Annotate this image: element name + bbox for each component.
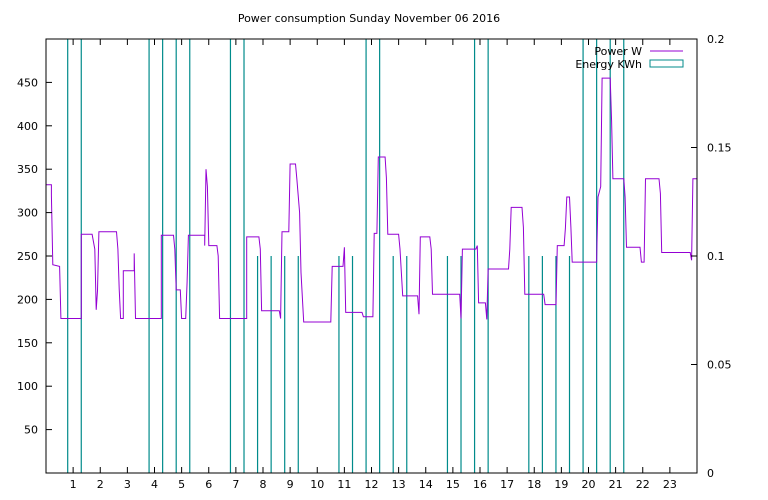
x-tick-label: 10	[310, 478, 324, 491]
x-tick-label: 2	[97, 478, 104, 491]
legend-label-energy: Energy KWh	[575, 58, 642, 71]
x-tick-label: 4	[151, 478, 158, 491]
y-tick-label: 50	[24, 424, 38, 437]
x-tick-label: 3	[124, 478, 131, 491]
x-tick-label: 18	[527, 478, 541, 491]
chart-title: Power consumption Sunday November 06 201…	[238, 12, 500, 25]
x-tick-label: 16	[473, 478, 487, 491]
x-tick-label: 1	[70, 478, 77, 491]
y2-tick-label: 0.2	[707, 33, 725, 46]
x-tick-label: 11	[337, 478, 351, 491]
x-tick-label: 23	[663, 478, 677, 491]
y-tick-label: 450	[17, 76, 38, 89]
y-tick-label: 350	[17, 163, 38, 176]
x-tick-label: 5	[178, 478, 185, 491]
plot-area	[46, 39, 697, 473]
x-tick-label: 20	[582, 478, 596, 491]
legend-swatch-energy	[649, 59, 684, 68]
y2-tick-label: 0.05	[707, 359, 732, 372]
x-tick-label: 19	[554, 478, 568, 491]
legend-label-power: Power W	[594, 45, 642, 58]
x-tick-label: 6	[205, 478, 212, 491]
y-tick-label: 200	[17, 293, 38, 306]
x-tick-label: 14	[419, 478, 433, 491]
x-tick-label: 22	[636, 478, 650, 491]
legend: Power W Energy KWh	[575, 45, 684, 71]
x-tick-label: 8	[260, 478, 267, 491]
plot-frame	[45, 38, 698, 474]
y2-tick-label: 0.1	[707, 250, 725, 263]
x-tick-label: 7	[232, 478, 239, 491]
x-tick-label: 21	[609, 478, 623, 491]
y2-tick-label: 0	[707, 467, 714, 480]
axes: 1 2 3 4 5 6 7 8 9 10 11 12 13 14 15 16 17 18 19 20 21 22 23501…	[17, 33, 732, 491]
x-tick-label: 9	[287, 478, 294, 491]
y-tick-label: 400	[17, 120, 38, 133]
y-tick-label: 300	[17, 207, 38, 220]
y-tick-label: 100	[17, 380, 38, 393]
y2-tick-label: 0.15	[707, 142, 732, 155]
power-line	[46, 77, 697, 323]
x-tick-label: 12	[365, 478, 379, 491]
y-tick-label: 250	[17, 250, 38, 263]
x-tick-label: 15	[446, 478, 460, 491]
x-tick-label: 17	[500, 478, 514, 491]
x-tick-label: 13	[392, 478, 406, 491]
y-tick-label: 150	[17, 337, 38, 350]
